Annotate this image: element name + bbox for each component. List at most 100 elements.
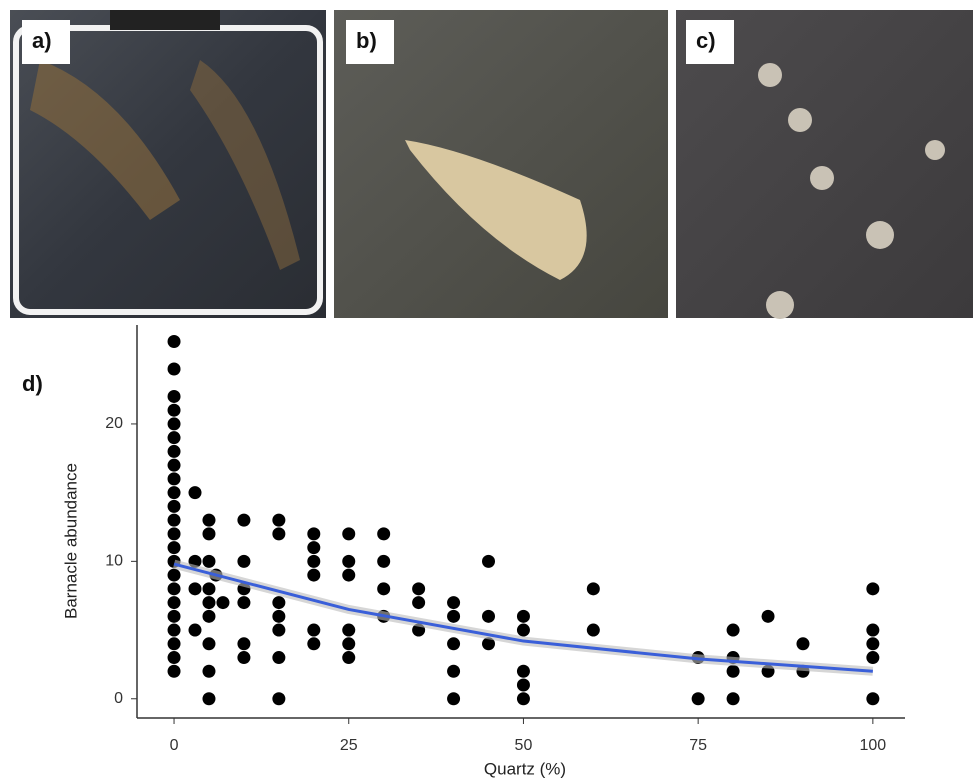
point <box>237 596 250 609</box>
point <box>517 665 530 678</box>
point <box>189 624 202 637</box>
point <box>168 486 181 499</box>
point <box>168 514 181 527</box>
x-tick-label: 100 <box>860 737 887 754</box>
point <box>202 514 215 527</box>
point <box>866 624 879 637</box>
point <box>377 582 390 595</box>
point <box>272 527 285 540</box>
point <box>692 692 705 705</box>
point <box>168 390 181 403</box>
point <box>517 692 530 705</box>
point <box>727 624 740 637</box>
y-tick-label: 10 <box>105 553 123 570</box>
point <box>189 582 202 595</box>
point <box>307 541 320 554</box>
point <box>202 555 215 568</box>
point <box>168 445 181 458</box>
point <box>168 404 181 417</box>
point <box>342 527 355 540</box>
point <box>237 555 250 568</box>
point <box>168 610 181 623</box>
point <box>272 651 285 664</box>
point <box>272 596 285 609</box>
panel-label: d) <box>22 371 43 396</box>
x-tick-label: 25 <box>340 737 358 754</box>
point <box>377 527 390 540</box>
point <box>866 651 879 664</box>
point <box>168 651 181 664</box>
point <box>412 596 425 609</box>
point <box>168 541 181 554</box>
point <box>237 651 250 664</box>
point <box>168 362 181 375</box>
point <box>168 665 181 678</box>
point <box>377 555 390 568</box>
point <box>307 637 320 650</box>
point <box>272 692 285 705</box>
point <box>796 637 809 650</box>
point <box>587 582 600 595</box>
point <box>168 527 181 540</box>
point <box>168 569 181 582</box>
point <box>168 637 181 650</box>
point <box>342 569 355 582</box>
point <box>447 596 460 609</box>
point <box>272 610 285 623</box>
point <box>866 582 879 595</box>
point <box>342 637 355 650</box>
point <box>237 514 250 527</box>
point <box>168 417 181 430</box>
y-tick-label: 20 <box>105 415 123 432</box>
y-axis-label: Barnacle abundance <box>61 463 80 619</box>
point <box>202 692 215 705</box>
point <box>202 582 215 595</box>
point <box>189 486 202 499</box>
point <box>447 610 460 623</box>
x-axis-label: Quartz (%) <box>484 759 566 778</box>
x-tick-label: 75 <box>689 737 707 754</box>
point <box>447 637 460 650</box>
point <box>216 596 229 609</box>
point <box>272 514 285 527</box>
figure: a) b) c) d) Quartz (%) Barnacle abundanc… <box>0 0 975 782</box>
y-tick-label: 0 <box>114 690 123 707</box>
point <box>866 637 879 650</box>
point <box>587 624 600 637</box>
point <box>762 610 775 623</box>
point <box>447 692 460 705</box>
x-tick-label: 50 <box>515 737 533 754</box>
point <box>342 624 355 637</box>
point <box>307 527 320 540</box>
point <box>202 637 215 650</box>
point <box>482 610 495 623</box>
point <box>168 431 181 444</box>
point <box>168 582 181 595</box>
point <box>727 692 740 705</box>
point <box>727 665 740 678</box>
point <box>168 472 181 485</box>
point <box>517 624 530 637</box>
point <box>307 555 320 568</box>
point <box>168 500 181 513</box>
point <box>342 555 355 568</box>
point <box>168 459 181 472</box>
point <box>866 692 879 705</box>
panel-label: a) <box>32 28 52 53</box>
x-tick-label: 0 <box>170 737 179 754</box>
panel-label: c) <box>696 28 716 53</box>
panel-label: b) <box>356 28 377 53</box>
point <box>168 624 181 637</box>
point <box>447 665 460 678</box>
point <box>168 596 181 609</box>
point <box>412 582 425 595</box>
point <box>237 637 250 650</box>
point <box>202 596 215 609</box>
point <box>202 665 215 678</box>
point <box>517 610 530 623</box>
point <box>307 569 320 582</box>
point <box>482 555 495 568</box>
point <box>202 610 215 623</box>
point <box>272 624 285 637</box>
point <box>202 527 215 540</box>
